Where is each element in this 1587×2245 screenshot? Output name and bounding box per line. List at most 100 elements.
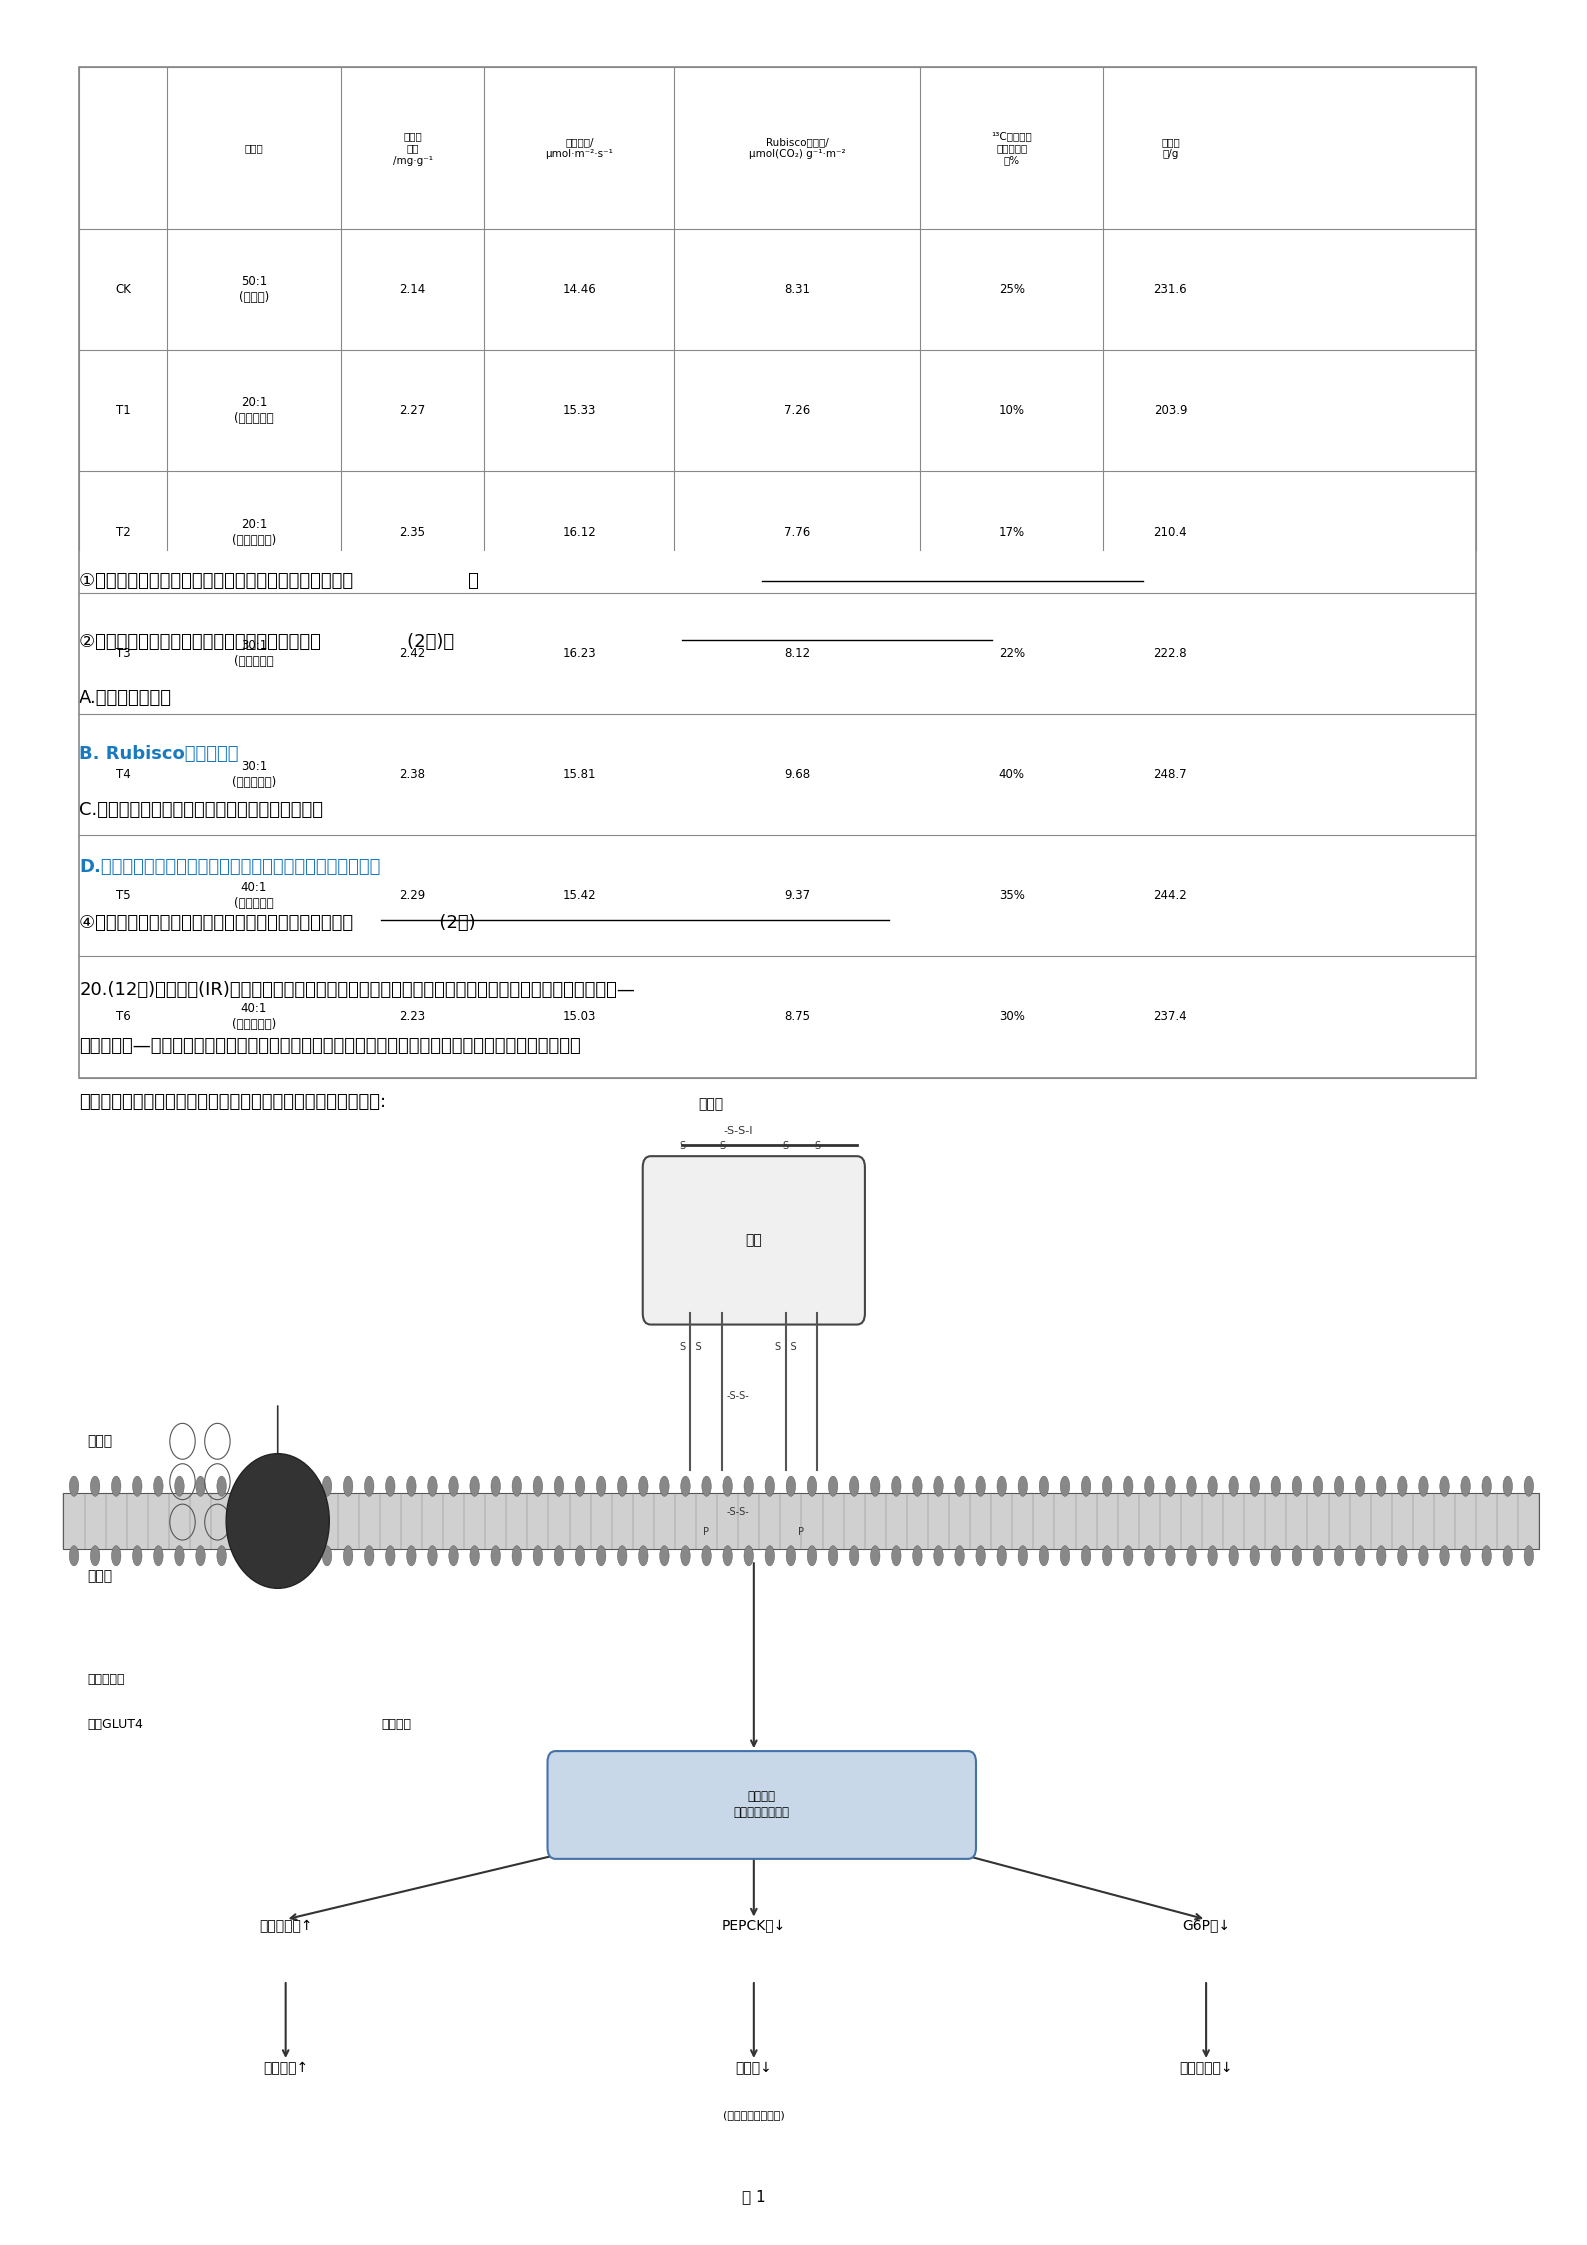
Text: 增加数量: 增加数量 [381,1717,411,1731]
Text: ①实验开始前需要对结果枝进行基部环剥处理，其目的是                    。: ①实验开始前需要对结果枝进行基部环剥处理，其目的是 。 [79,572,479,590]
Text: 30%: 30% [998,1010,1025,1024]
Ellipse shape [1355,1477,1365,1495]
Ellipse shape [259,1477,268,1495]
Text: 8.75: 8.75 [784,1010,811,1024]
Ellipse shape [533,1545,543,1567]
Ellipse shape [1103,1477,1112,1495]
Text: 2.29: 2.29 [400,889,425,902]
Ellipse shape [1503,1545,1512,1567]
Ellipse shape [217,1545,227,1567]
Text: 20:1
(只摘其他叶): 20:1 (只摘其他叶) [232,519,276,546]
Text: 17%: 17% [998,525,1025,539]
Ellipse shape [1314,1477,1322,1495]
Ellipse shape [70,1545,79,1567]
Text: 210.4: 210.4 [1154,525,1187,539]
Ellipse shape [660,1545,670,1567]
Ellipse shape [913,1477,922,1495]
Ellipse shape [808,1545,817,1567]
Text: -S-S-I: -S-S-I [724,1127,752,1136]
Ellipse shape [1482,1545,1492,1567]
Text: 与肝脏细胞膜上受体结合产生一系列的信号转导的机理，请回答:: 与肝脏细胞膜上受体结合产生一系列的信号转导的机理，请回答: [79,1093,387,1111]
Ellipse shape [470,1545,479,1567]
Ellipse shape [976,1477,986,1495]
Text: 30:1
(只摘其他叶): 30:1 (只摘其他叶) [232,761,276,788]
Ellipse shape [1439,1545,1449,1567]
Text: 肝糖原水解↓: 肝糖原水解↓ [1179,2061,1233,2074]
Text: 光合速率/
μmol·m⁻²·s⁻¹: 光合速率/ μmol·m⁻²·s⁻¹ [546,137,613,159]
Ellipse shape [533,1477,543,1495]
Text: 糖原合成↑: 糖原合成↑ [263,2061,308,2074]
Ellipse shape [1019,1545,1027,1567]
Ellipse shape [1166,1477,1174,1495]
Text: A.叶绿素含量上升: A.叶绿素含量上升 [79,689,173,707]
Text: 40:1
(均匀摘叶）: 40:1 (均匀摘叶） [235,882,273,909]
Text: 7.26: 7.26 [784,404,811,418]
Ellipse shape [1335,1477,1344,1495]
Ellipse shape [638,1545,647,1567]
Ellipse shape [513,1477,522,1495]
Ellipse shape [1314,1545,1322,1567]
Ellipse shape [1482,1477,1492,1495]
Text: 7.76: 7.76 [784,525,811,539]
Ellipse shape [217,1477,227,1495]
Ellipse shape [744,1477,754,1495]
Ellipse shape [1251,1545,1260,1567]
Ellipse shape [1462,1477,1470,1495]
Ellipse shape [513,1545,522,1567]
Ellipse shape [1144,1545,1154,1567]
Ellipse shape [1081,1545,1090,1567]
Ellipse shape [997,1545,1006,1567]
Text: 20.(12分)胰岛抵抗(IR)是指胰岛素敏感性降低或胰岛素反应的下降。胰岛素降低血糖的作用依赖于胰岛素—: 20.(12分)胰岛抵抗(IR)是指胰岛素敏感性降低或胰岛素反应的下降。胰岛素降… [79,981,635,999]
Text: 单果质
量/g: 单果质 量/g [1162,137,1179,159]
Ellipse shape [1419,1545,1428,1567]
Ellipse shape [195,1545,205,1567]
Ellipse shape [724,1545,732,1567]
Ellipse shape [343,1477,352,1495]
Ellipse shape [111,1477,121,1495]
Ellipse shape [449,1477,459,1495]
Ellipse shape [1271,1545,1281,1567]
Ellipse shape [765,1477,774,1495]
Ellipse shape [933,1545,943,1567]
Ellipse shape [302,1477,311,1495]
Ellipse shape [133,1477,141,1495]
Ellipse shape [1187,1477,1197,1495]
Text: ¹³C叶片同化
产物输出比
率%: ¹³C叶片同化 产物输出比 率% [992,130,1032,166]
Ellipse shape [175,1545,184,1567]
Text: P: P [798,1527,805,1538]
Ellipse shape [1144,1477,1154,1495]
Text: -S-S-: -S-S- [727,1390,749,1401]
Ellipse shape [1503,1477,1512,1495]
Text: S   S: S S [679,1343,701,1351]
Text: 2.14: 2.14 [400,283,425,296]
Ellipse shape [343,1545,352,1567]
Ellipse shape [828,1545,838,1567]
Text: 15.81: 15.81 [562,768,597,781]
Ellipse shape [808,1477,817,1495]
Text: 25%: 25% [998,283,1025,296]
Ellipse shape [386,1545,395,1567]
Ellipse shape [997,1477,1006,1495]
Ellipse shape [913,1545,922,1567]
Ellipse shape [1081,1477,1090,1495]
Text: 40:1
(只摘其他叶): 40:1 (只摘其他叶) [232,1004,276,1030]
Ellipse shape [681,1477,690,1495]
Ellipse shape [554,1545,563,1567]
Text: T6: T6 [116,1010,130,1024]
Text: 8.31: 8.31 [784,283,811,296]
Ellipse shape [1439,1477,1449,1495]
Text: T4: T4 [116,768,130,781]
Ellipse shape [133,1545,141,1567]
Ellipse shape [1103,1545,1112,1567]
Text: 231.6: 231.6 [1154,283,1187,296]
Ellipse shape [1208,1545,1217,1567]
Ellipse shape [955,1545,965,1567]
Text: 203.9: 203.9 [1154,404,1187,418]
Text: 15.33: 15.33 [562,404,597,418]
Ellipse shape [322,1545,332,1567]
Ellipse shape [617,1477,627,1495]
Ellipse shape [281,1545,289,1567]
Text: 胰岛素: 胰岛素 [698,1098,724,1111]
Text: Rubisco酶活性/
μmol(CO₂) g⁻¹·m⁻²: Rubisco酶活性/ μmol(CO₂) g⁻¹·m⁻² [749,137,846,159]
Ellipse shape [406,1545,416,1567]
